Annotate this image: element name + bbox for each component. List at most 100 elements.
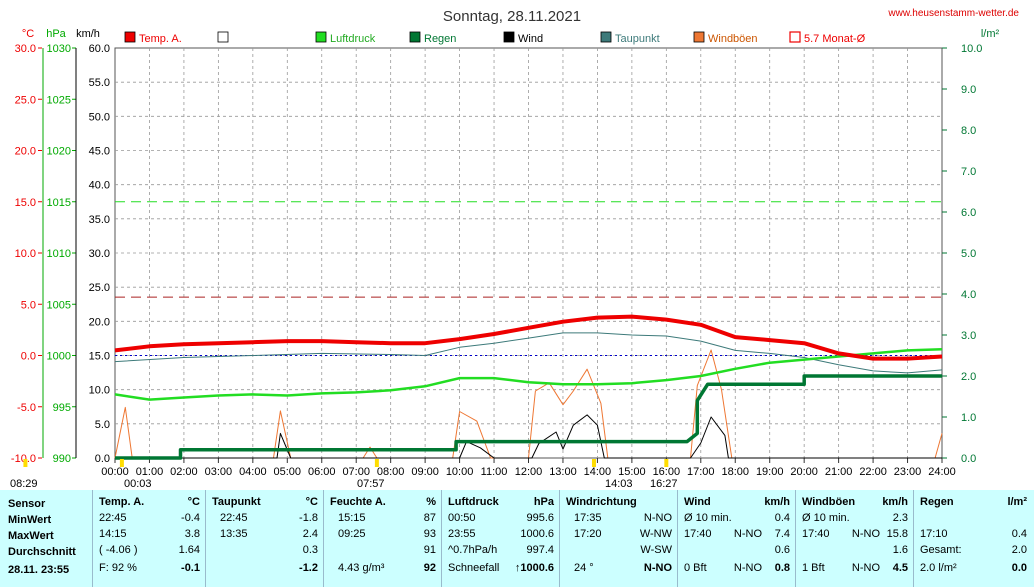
x-tick-label: 00:00 [101, 466, 129, 478]
pressure-tick-label: 1020 [47, 146, 71, 158]
rain-column: Regen l/m² 17:10 0.4 Gesamt: 2.0 2.0 l/m² 0.0 [913, 490, 1033, 587]
x-tick-label: 21:00 [825, 466, 853, 478]
summary-time: Schneefall [448, 562, 500, 574]
column-header: Windrichtung [566, 496, 637, 508]
column-header: Taupunkt [212, 496, 261, 508]
series-luftdruck [114, 348, 943, 401]
summary-time: 00:50 [448, 512, 476, 524]
pressure-tick-label: 1015 [47, 197, 71, 209]
pressure-tick-label: 995 [53, 402, 71, 414]
column-header: Luftdruck [448, 496, 499, 508]
wind-column: Wind km/h Ø 10 min. 0.4 17:40 N-NO 7.4 0.6 0 Bft… [677, 490, 796, 587]
legend-swatch [693, 31, 705, 43]
column-unit: °C [305, 496, 318, 508]
legend-swatch [409, 31, 421, 43]
row-label-min: MinWert [8, 514, 52, 526]
event-marker [119, 459, 124, 467]
x-tick-label: 18:00 [721, 466, 749, 478]
summary-value: ↑1000.6 [514, 562, 554, 574]
x-tick-label: 20:00 [790, 466, 818, 478]
summary-time: 14:15 [99, 528, 127, 540]
legend-label: Taupunkt [615, 33, 660, 45]
x-tick-label: 11:00 [481, 466, 508, 478]
x-tick-label: 14:00 [584, 466, 612, 478]
summary-value: W-SW [640, 544, 672, 556]
summary-value: 0.4 [1011, 528, 1027, 540]
x-tick-label: 01:00 [136, 466, 164, 478]
legend-label: Wind [518, 33, 543, 45]
summary-value: 1000.6 [520, 528, 554, 540]
rain-axis-unit: l/m² [981, 28, 1000, 40]
column-header: Windböen [802, 496, 856, 508]
legend-swatch [503, 31, 515, 43]
row-label-current: 28.11. 23:55 [8, 564, 70, 576]
pressure-tick-label: 1005 [47, 299, 71, 311]
summary-dir: N-NO [733, 562, 762, 574]
column-header: Feuchte A. [330, 496, 386, 508]
column-unit: °C [187, 496, 200, 508]
temp-tick-label: 5.0 [21, 299, 36, 311]
wind-tick-label: 5.0 [95, 419, 110, 431]
summary-value: 0.3 [302, 544, 318, 556]
summary-value: 0.4 [774, 512, 790, 524]
pressure-column: Luftdruck hPa 00:50 995.6 23:55 1000.6 ^0.7hPa… [441, 490, 560, 587]
summary-dir: N-NO [851, 528, 880, 540]
chart-title: Sonntag, 28.11.2021 [443, 8, 581, 25]
pressure-tick-label: 1000 [47, 351, 71, 363]
weather-chart: Sonntag, 28.11.2021 www.heusenstamm-wett… [10, 8, 1019, 490]
humidity-column: Feuchte A.% 15:15 87 09:25 93 91 4.43 g/m³ 92 [323, 490, 442, 587]
wind-tick-label: 15.0 [89, 351, 110, 363]
summary-time: 09:25 [338, 528, 366, 540]
rain-tick-label: 7.0 [961, 166, 976, 178]
summary-value: 87 [423, 512, 436, 524]
site-url[interactable]: www.heusenstamm-wetter.de [887, 8, 1019, 19]
x-tick-label: 10:00 [446, 466, 474, 478]
summary-time: ( -4.06 ) [99, 544, 138, 556]
summary-time: 17:20 [574, 528, 602, 540]
x-tick-label: 06:00 [308, 466, 336, 478]
rain-tick-label: 0.0 [961, 453, 976, 465]
temp-tick-label: 30.0 [15, 43, 36, 55]
summary-value: 2.3 [892, 512, 908, 524]
summary-time: ^0.7hPa/h [448, 544, 498, 556]
summary-value: 0.6 [774, 544, 790, 556]
summary-time: Gesamt: [920, 544, 962, 556]
x-tick-label: 24:00 [928, 466, 956, 478]
summary-value: 2.0 [1011, 544, 1027, 556]
wind-tick-label: 10.0 [89, 385, 110, 397]
summary-time: 13:35 [220, 528, 248, 540]
wind-tick-label: 60.0 [89, 43, 110, 55]
summary-time: 4.43 g/m³ [338, 562, 385, 574]
event-label: 16:27 [650, 478, 678, 490]
series-temp-a- [114, 314, 943, 361]
rain-tick-label: 4.0 [961, 289, 976, 301]
summary-value: 15.8 [886, 528, 908, 540]
series-taupunkt [114, 332, 943, 374]
summary-time: 17:40 [802, 528, 830, 540]
x-tick-label: 02:00 [170, 466, 198, 478]
legend-label: Windböen [708, 33, 758, 45]
row-label-sensor: Sensor [8, 498, 46, 510]
temp-tick-label: 20.0 [15, 146, 36, 158]
column-unit: % [426, 496, 436, 508]
wind-tick-label: 0.0 [95, 453, 110, 465]
wind-direction-column: Windrichtung 17:35 N-NO 17:20 W-NW W-SW 24 ° N-… [559, 490, 678, 587]
legend-swatch [789, 31, 801, 43]
summary-value: 1.64 [178, 544, 200, 556]
column-unit: l/m² [1007, 496, 1027, 508]
temp-tick-label: -5.0 [17, 402, 36, 414]
summary-time: 17:10 [920, 528, 948, 540]
x-tick-label: 23:00 [894, 466, 922, 478]
event-labels: 08:29 00:03 07:57 14:03 16:27 [10, 459, 678, 490]
wind-tick-label: 30.0 [89, 248, 110, 260]
summary-value: -0.1 [181, 562, 200, 574]
column-unit: hPa [533, 496, 554, 508]
event-marker [23, 459, 28, 467]
summary-time: Ø 10 min. [802, 512, 850, 524]
summary-value: 997.4 [526, 544, 554, 556]
x-tick-label: 04:00 [239, 466, 267, 478]
summary-value: N-NO [643, 562, 672, 574]
summary-time: 23:55 [448, 528, 476, 540]
summary-time: 17:40 [684, 528, 712, 540]
rain-tick-label: 8.0 [961, 125, 976, 137]
